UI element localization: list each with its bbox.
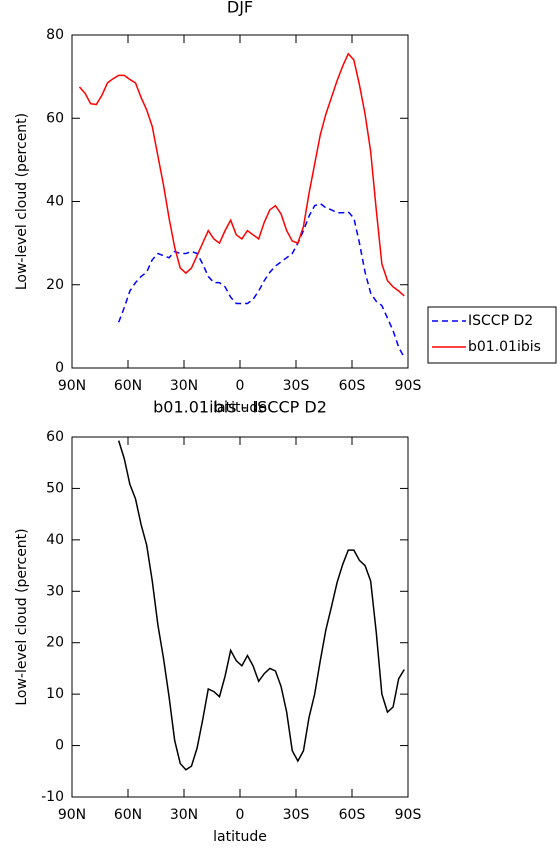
x-tick-label: 30S <box>283 378 310 394</box>
x-tick-label: 30N <box>170 378 198 394</box>
y-tick-label: 20 <box>46 277 64 293</box>
data-line <box>117 440 405 771</box>
y-tick-label: 80 <box>46 27 64 43</box>
x-axis-label: latitude <box>213 829 267 845</box>
chart-title: DJF <box>227 0 253 17</box>
x-tick-label: 60N <box>114 378 142 394</box>
y-tick-label: 60 <box>46 110 64 126</box>
plot-frame <box>71 34 409 369</box>
y-axis-label: Low-level cloud (percent) <box>14 528 30 705</box>
x-tick-label: 90S <box>395 378 422 394</box>
y-tick-label: 30 <box>46 583 64 599</box>
y-tick-label: 10 <box>46 686 64 702</box>
y-tick-label: 60 <box>46 429 64 445</box>
y-tick-label: 0 <box>55 360 64 376</box>
x-tick-label: 60S <box>339 378 366 394</box>
x-axis-label: latitude <box>213 400 267 416</box>
x-tick-label: 90S <box>395 807 422 823</box>
y-tick-label: 0 <box>55 738 64 754</box>
y-tick-label: -10 <box>41 789 64 805</box>
x-tick-label: 0 <box>236 378 245 394</box>
y-tick-label: 20 <box>46 635 64 651</box>
legend-label: b01.01ibis <box>468 339 541 355</box>
x-tick-label: 30S <box>283 807 310 823</box>
series-line <box>78 52 405 297</box>
legend-label: ISCCP D2 <box>468 313 533 329</box>
legend-box <box>427 306 557 364</box>
x-tick-label: 90N <box>58 807 86 823</box>
x-tick-label: 0 <box>236 807 245 823</box>
chart-title: b01.01ibis - ISCCP D2 <box>153 398 327 417</box>
y-axis-label: Low-level cloud (percent) <box>14 113 30 290</box>
y-tick-label: 40 <box>46 194 64 210</box>
x-tick-label: 90N <box>58 378 86 394</box>
series-line <box>117 202 405 358</box>
y-tick-label: 40 <box>46 532 64 548</box>
plot-frame <box>71 436 409 798</box>
x-tick-label: 60S <box>339 807 366 823</box>
x-tick-label: 30N <box>170 807 198 823</box>
x-tick-label: 60N <box>114 807 142 823</box>
y-tick-label: 50 <box>46 480 64 496</box>
